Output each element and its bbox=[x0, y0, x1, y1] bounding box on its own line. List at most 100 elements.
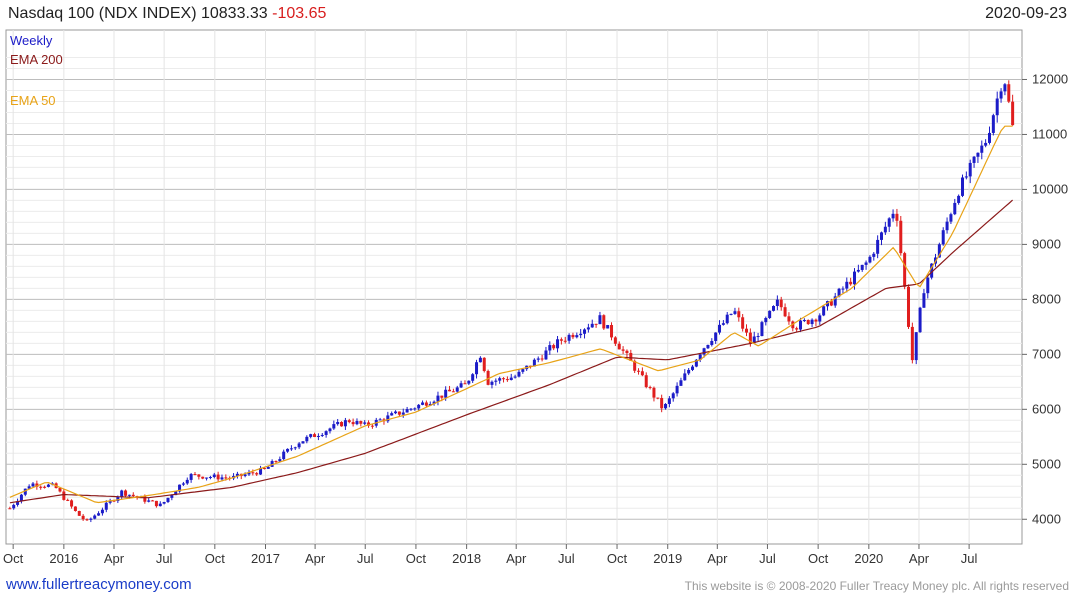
candle-body bbox=[968, 162, 972, 177]
candle-body bbox=[860, 264, 864, 270]
candle-body bbox=[598, 315, 602, 325]
candle-body bbox=[463, 383, 467, 385]
candle-body bbox=[436, 395, 440, 402]
x-tick-label: Apr bbox=[707, 551, 728, 566]
candle-body bbox=[613, 337, 617, 344]
y-axis: 4000 5000 6000 7000 8000 9000 10000 11000 12000 bbox=[1022, 71, 1068, 526]
candle-body bbox=[964, 176, 968, 178]
candle-body bbox=[1007, 84, 1011, 102]
candle-body bbox=[694, 359, 698, 367]
candle-body bbox=[640, 371, 644, 376]
candle-body bbox=[733, 311, 737, 314]
x-tick-label: 2019 bbox=[653, 551, 682, 566]
candle-body bbox=[351, 422, 355, 425]
candle-body bbox=[505, 379, 509, 381]
candle-body bbox=[259, 467, 263, 475]
candle-body bbox=[120, 490, 124, 497]
candle-body bbox=[702, 348, 706, 355]
x-tick-label: Jul bbox=[759, 551, 776, 566]
candle-body bbox=[147, 500, 151, 502]
candle-body bbox=[509, 377, 513, 380]
candle-body bbox=[887, 218, 891, 227]
candle-body bbox=[725, 314, 729, 324]
candle-body bbox=[451, 391, 455, 393]
x-axis: Oct 2016 Apr Jul Oct 2017 Apr Jul Oct 2018 Apr Jul O… bbox=[3, 544, 978, 566]
candle-body bbox=[760, 322, 764, 337]
candle-body bbox=[513, 376, 517, 378]
candle-body bbox=[671, 393, 675, 399]
candle-body bbox=[297, 443, 301, 448]
candle-body bbox=[8, 508, 12, 510]
candle-body bbox=[475, 362, 479, 375]
candle-body bbox=[340, 422, 344, 427]
candle-body bbox=[502, 378, 506, 380]
candle-body bbox=[66, 499, 70, 501]
candle-body bbox=[667, 398, 671, 404]
candle-body bbox=[397, 411, 401, 415]
x-tick-label: 2017 bbox=[251, 551, 280, 566]
candle-body bbox=[910, 326, 914, 361]
candle-body bbox=[309, 434, 313, 437]
candle-body bbox=[880, 232, 884, 240]
candle-body bbox=[621, 349, 625, 351]
candle-body bbox=[104, 502, 108, 510]
candle-body bbox=[189, 474, 193, 480]
candle-body bbox=[289, 448, 293, 450]
candle-body bbox=[660, 397, 664, 409]
ema-200-line bbox=[9, 199, 1014, 504]
y-tick-label: 11000 bbox=[1032, 126, 1067, 141]
candle-body bbox=[980, 145, 984, 153]
candle-body bbox=[795, 328, 799, 330]
candle-body bbox=[571, 334, 575, 338]
candle-body bbox=[856, 269, 860, 272]
candle-body bbox=[185, 479, 189, 484]
y-tick-label: 9000 bbox=[1032, 236, 1061, 251]
candle-body bbox=[440, 395, 444, 398]
candle-body bbox=[154, 500, 158, 507]
candle-body bbox=[363, 422, 367, 424]
candle-body bbox=[266, 466, 270, 469]
candle-body bbox=[370, 425, 374, 427]
candle-body bbox=[775, 299, 779, 307]
candle-body bbox=[444, 389, 448, 398]
candle-body bbox=[802, 319, 806, 321]
candle-body bbox=[540, 358, 544, 360]
candle-body bbox=[336, 422, 340, 425]
candle-body bbox=[841, 288, 845, 290]
candle-body bbox=[386, 415, 390, 422]
candle-body bbox=[610, 325, 614, 338]
candle-body bbox=[158, 503, 162, 507]
candle-body bbox=[409, 408, 413, 410]
candle-body bbox=[787, 316, 791, 322]
candle-body bbox=[494, 380, 498, 382]
candle-body bbox=[459, 383, 463, 388]
x-tick-label: 2020 bbox=[854, 551, 883, 566]
candle-body bbox=[906, 286, 910, 327]
candle-body bbox=[282, 451, 286, 460]
x-tick-label: 2018 bbox=[452, 551, 481, 566]
candle-body bbox=[421, 402, 425, 405]
candle-body bbox=[544, 350, 548, 360]
candle-body bbox=[77, 510, 81, 516]
candle-body bbox=[12, 504, 16, 509]
candle-body bbox=[764, 317, 768, 323]
candle-body bbox=[721, 323, 725, 325]
candle-body bbox=[872, 253, 876, 257]
y-tick-label: 7000 bbox=[1032, 346, 1061, 361]
footer-website-link[interactable]: www.fullertreacymoney.com bbox=[6, 576, 192, 593]
candle-body bbox=[313, 434, 317, 437]
candle-body bbox=[328, 428, 332, 432]
candle-body bbox=[729, 313, 733, 315]
candle-body bbox=[995, 98, 999, 116]
candle-body bbox=[895, 213, 899, 221]
y-tick-label: 4000 bbox=[1032, 511, 1061, 526]
candle-body bbox=[347, 420, 351, 423]
candle-body bbox=[891, 213, 895, 219]
candle-body bbox=[772, 306, 776, 311]
candle-body bbox=[170, 495, 174, 498]
candle-body bbox=[205, 477, 209, 479]
candle-body bbox=[941, 230, 945, 245]
candle-body bbox=[216, 474, 220, 480]
candle-body bbox=[845, 281, 849, 289]
